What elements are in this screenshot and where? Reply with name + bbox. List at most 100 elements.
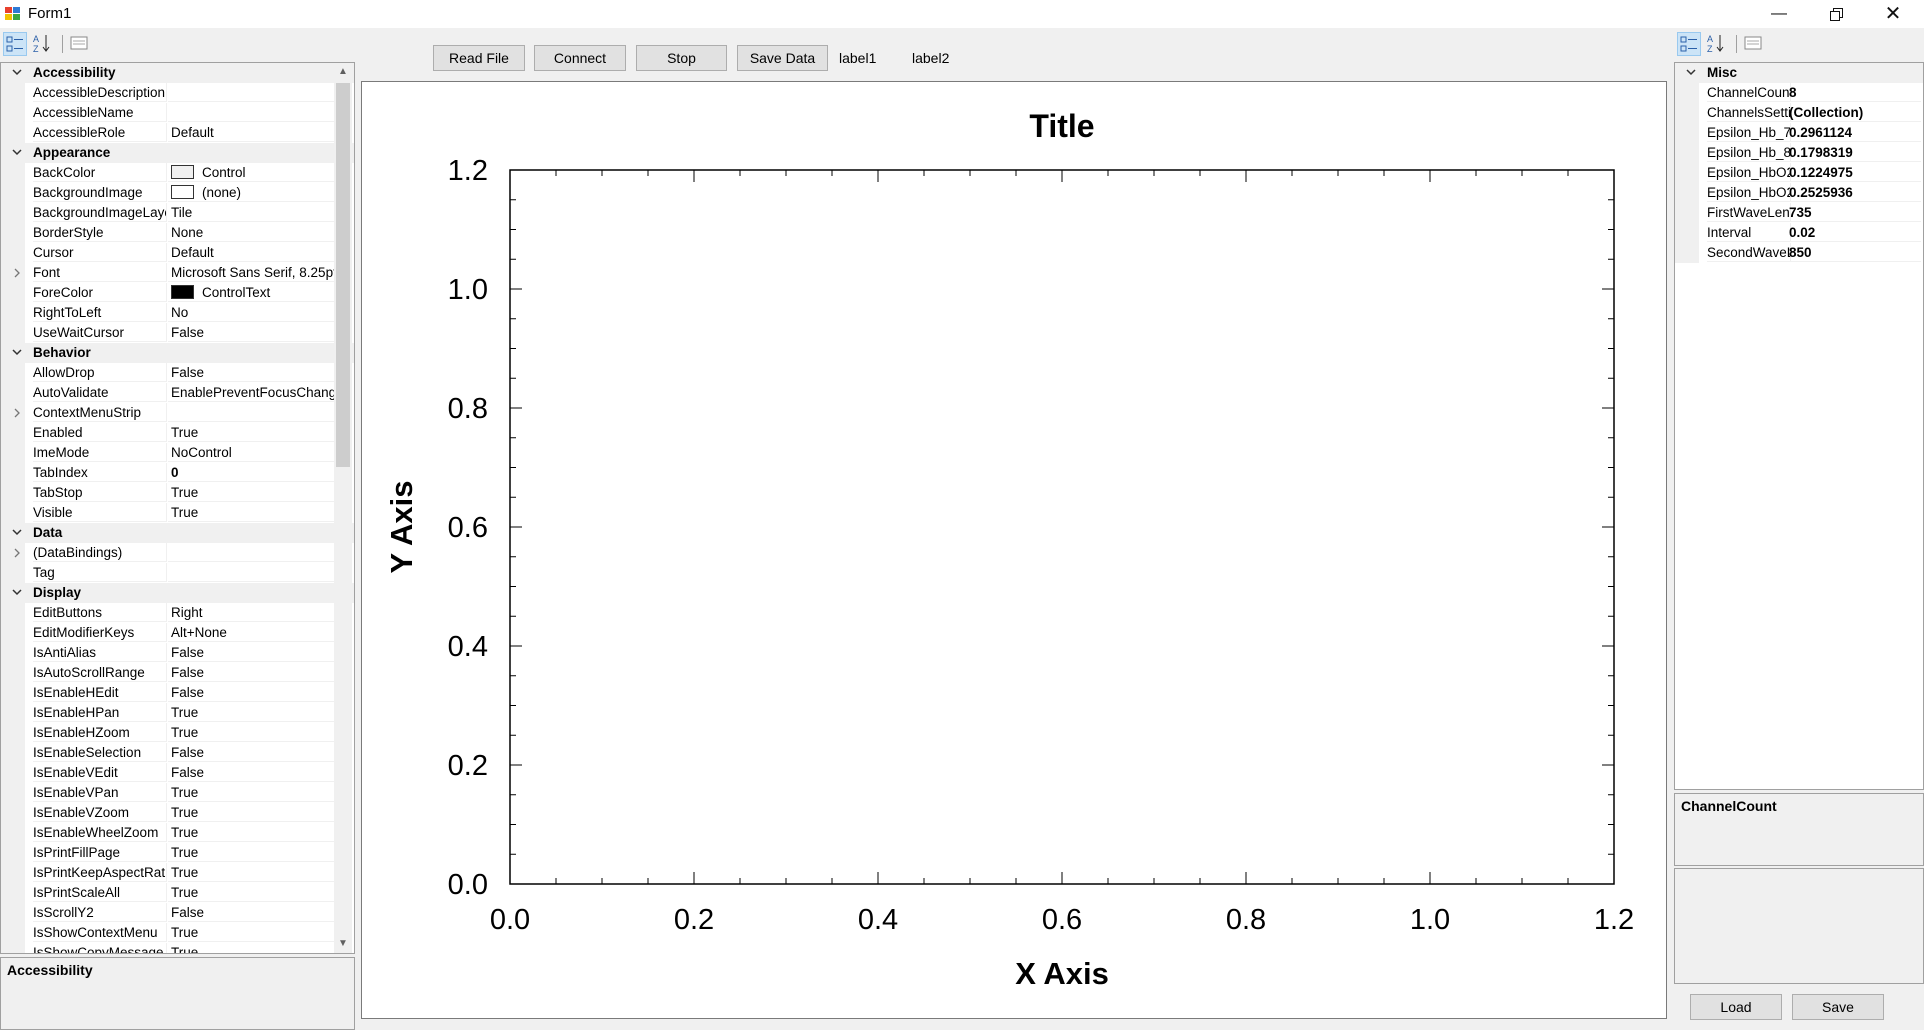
property-row[interactable]: IsPrintFillPage True <box>1 843 354 863</box>
property-row[interactable]: BackColor Control <box>1 163 354 183</box>
property-value[interactable]: No <box>168 303 334 322</box>
scroll-thumb[interactable] <box>336 83 350 467</box>
property-row[interactable]: AccessibleDescription <box>1 83 354 103</box>
read-file-button[interactable]: Read File <box>433 45 525 71</box>
property-value[interactable]: True <box>168 843 334 862</box>
property-value[interactable]: False <box>168 743 334 762</box>
property-row[interactable]: ImeMode NoControl <box>1 443 354 463</box>
property-value[interactable]: True <box>168 503 334 522</box>
property-row[interactable]: IsEnableVEdit False <box>1 763 354 783</box>
property-value[interactable]: False <box>168 763 334 782</box>
property-value[interactable]: Tile <box>168 203 334 222</box>
property-row[interactable]: IsEnableVPan True <box>1 783 354 803</box>
property-pages-button[interactable] <box>68 32 92 56</box>
property-row[interactable]: RightToLeft No <box>1 303 354 323</box>
property-value[interactable]: Right <box>168 603 334 622</box>
property-value[interactable]: False <box>168 643 334 662</box>
property-row[interactable]: TabStop True <box>1 483 354 503</box>
property-value[interactable]: True <box>168 483 334 502</box>
property-row[interactable]: AllowDrop False <box>1 363 354 383</box>
property-row[interactable]: ContextMenuStrip <box>1 403 354 423</box>
property-row[interactable]: BackgroundImage (none) <box>1 183 354 203</box>
property-row[interactable]: EditModifierKeys Alt+None <box>1 623 354 643</box>
property-row[interactable]: Epsilon_HbO2_8500.2525936 <box>1675 183 1923 203</box>
property-value[interactable]: 0.1798319 <box>1786 143 1921 162</box>
property-value[interactable]: (none) <box>168 183 334 202</box>
property-value[interactable]: True <box>168 423 334 442</box>
property-row[interactable]: Epsilon_HbO2_7350.1224975 <box>1675 163 1923 183</box>
property-value[interactable] <box>168 403 334 422</box>
property-value[interactable] <box>168 83 334 102</box>
property-value[interactable]: Control <box>168 163 334 182</box>
property-value[interactable]: True <box>168 803 334 822</box>
property-row[interactable]: Epsilon_Hb_7350.2961124 <box>1675 123 1923 143</box>
save-button[interactable]: Save <box>1792 994 1884 1020</box>
property-row[interactable]: SecondWaveLength850 <box>1675 243 1923 263</box>
chart[interactable]: 0.0 0.2 0.4 0.6 0.8 1.0 1.20.00.20.40.60.81.01… <box>362 82 1666 1018</box>
alphabetical-view-button[interactable]: A Z <box>31 32 55 56</box>
property-row[interactable]: ChannelsSettings(Collection) <box>1675 103 1923 123</box>
categorized-view-button[interactable] <box>3 32 27 56</box>
property-value[interactable]: (Collection) <box>1786 103 1921 122</box>
property-value[interactable]: 0.2961124 <box>1786 123 1921 142</box>
property-value[interactable]: True <box>168 783 334 802</box>
property-row[interactable]: BackgroundImageLayout Tile <box>1 203 354 223</box>
property-value[interactable]: True <box>168 823 334 842</box>
minimize-button[interactable]: — <box>1756 0 1802 28</box>
category-behavior[interactable]: Behavior <box>1 343 354 363</box>
scroll-up-icon[interactable]: ▲ <box>334 63 352 81</box>
property-value[interactable]: True <box>168 923 334 942</box>
property-row[interactable]: AccessibleRole Default <box>1 123 354 143</box>
property-value[interactable]: True <box>168 943 334 954</box>
property-value[interactable] <box>168 103 334 122</box>
property-row[interactable]: IsEnableWheelZoom True <box>1 823 354 843</box>
property-value[interactable]: Microsoft Sans Serif, 8.25pt <box>168 263 334 282</box>
property-value[interactable]: True <box>168 883 334 902</box>
property-value[interactable]: False <box>168 363 334 382</box>
property-row[interactable]: Enabled True <box>1 423 354 443</box>
property-row[interactable]: IsAntiAlias False <box>1 643 354 663</box>
category-accessibility[interactable]: Accessibility <box>1 63 354 83</box>
property-value[interactable]: True <box>168 703 334 722</box>
property-value[interactable]: Alt+None <box>168 623 334 642</box>
property-value[interactable] <box>168 563 334 582</box>
save-data-button[interactable]: Save Data <box>737 45 828 71</box>
property-row[interactable]: EditButtons Right <box>1 603 354 623</box>
property-row[interactable]: ChannelCount 8 <box>1675 83 1923 103</box>
property-row[interactable]: AutoValidate EnablePreventFocusChange <box>1 383 354 403</box>
property-row[interactable]: UseWaitCursor False <box>1 323 354 343</box>
property-value[interactable]: Default <box>168 123 334 142</box>
property-row[interactable]: IsEnableHZoom True <box>1 723 354 743</box>
property-value[interactable]: Default <box>168 243 334 262</box>
property-value[interactable]: False <box>168 683 334 702</box>
property-value[interactable] <box>168 543 334 562</box>
property-value[interactable]: False <box>168 903 334 922</box>
property-value[interactable]: ControlText <box>168 283 334 302</box>
category-data[interactable]: Data <box>1 523 354 543</box>
connect-button[interactable]: Connect <box>534 45 626 71</box>
property-row[interactable]: Interval 0.02 <box>1675 223 1923 243</box>
property-row[interactable]: IsPrintKeepAspectRatio True <box>1 863 354 883</box>
alphabetical-view-button[interactable]: A Z <box>1705 32 1729 56</box>
property-value[interactable]: 0.2525936 <box>1786 183 1921 202</box>
property-row[interactable]: IsScrollY2 False <box>1 903 354 923</box>
property-value[interactable]: 0.1224975 <box>1786 163 1921 182</box>
property-row[interactable]: IsPrintScaleAll True <box>1 883 354 903</box>
property-row[interactable]: FirstWaveLength735 <box>1675 203 1923 223</box>
property-value[interactable]: 0.02 <box>1786 223 1921 242</box>
property-row[interactable]: Font Microsoft Sans Serif, 8.25pt <box>1 263 354 283</box>
property-row[interactable]: IsShowContextMenu True <box>1 923 354 943</box>
category-misc[interactable]: Misc <box>1675 63 1923 83</box>
load-button[interactable]: Load <box>1690 994 1782 1020</box>
property-value[interactable]: EnablePreventFocusChange <box>168 383 334 402</box>
property-row[interactable]: IsEnableHPan True <box>1 703 354 723</box>
property-value[interactable]: None <box>168 223 334 242</box>
property-row[interactable]: Tag <box>1 563 354 583</box>
property-value[interactable]: True <box>168 723 334 742</box>
property-value[interactable]: NoControl <box>168 443 334 462</box>
property-row[interactable]: BorderStyle None <box>1 223 354 243</box>
property-row[interactable]: AccessibleName <box>1 103 354 123</box>
property-row[interactable]: Visible True <box>1 503 354 523</box>
chart-panel[interactable]: 0.0 0.2 0.4 0.6 0.8 1.0 1.2 0.0 0.2 0.4 0.6 0.8 1.0 1… <box>361 81 1667 1019</box>
property-value[interactable]: 735 <box>1786 203 1921 222</box>
